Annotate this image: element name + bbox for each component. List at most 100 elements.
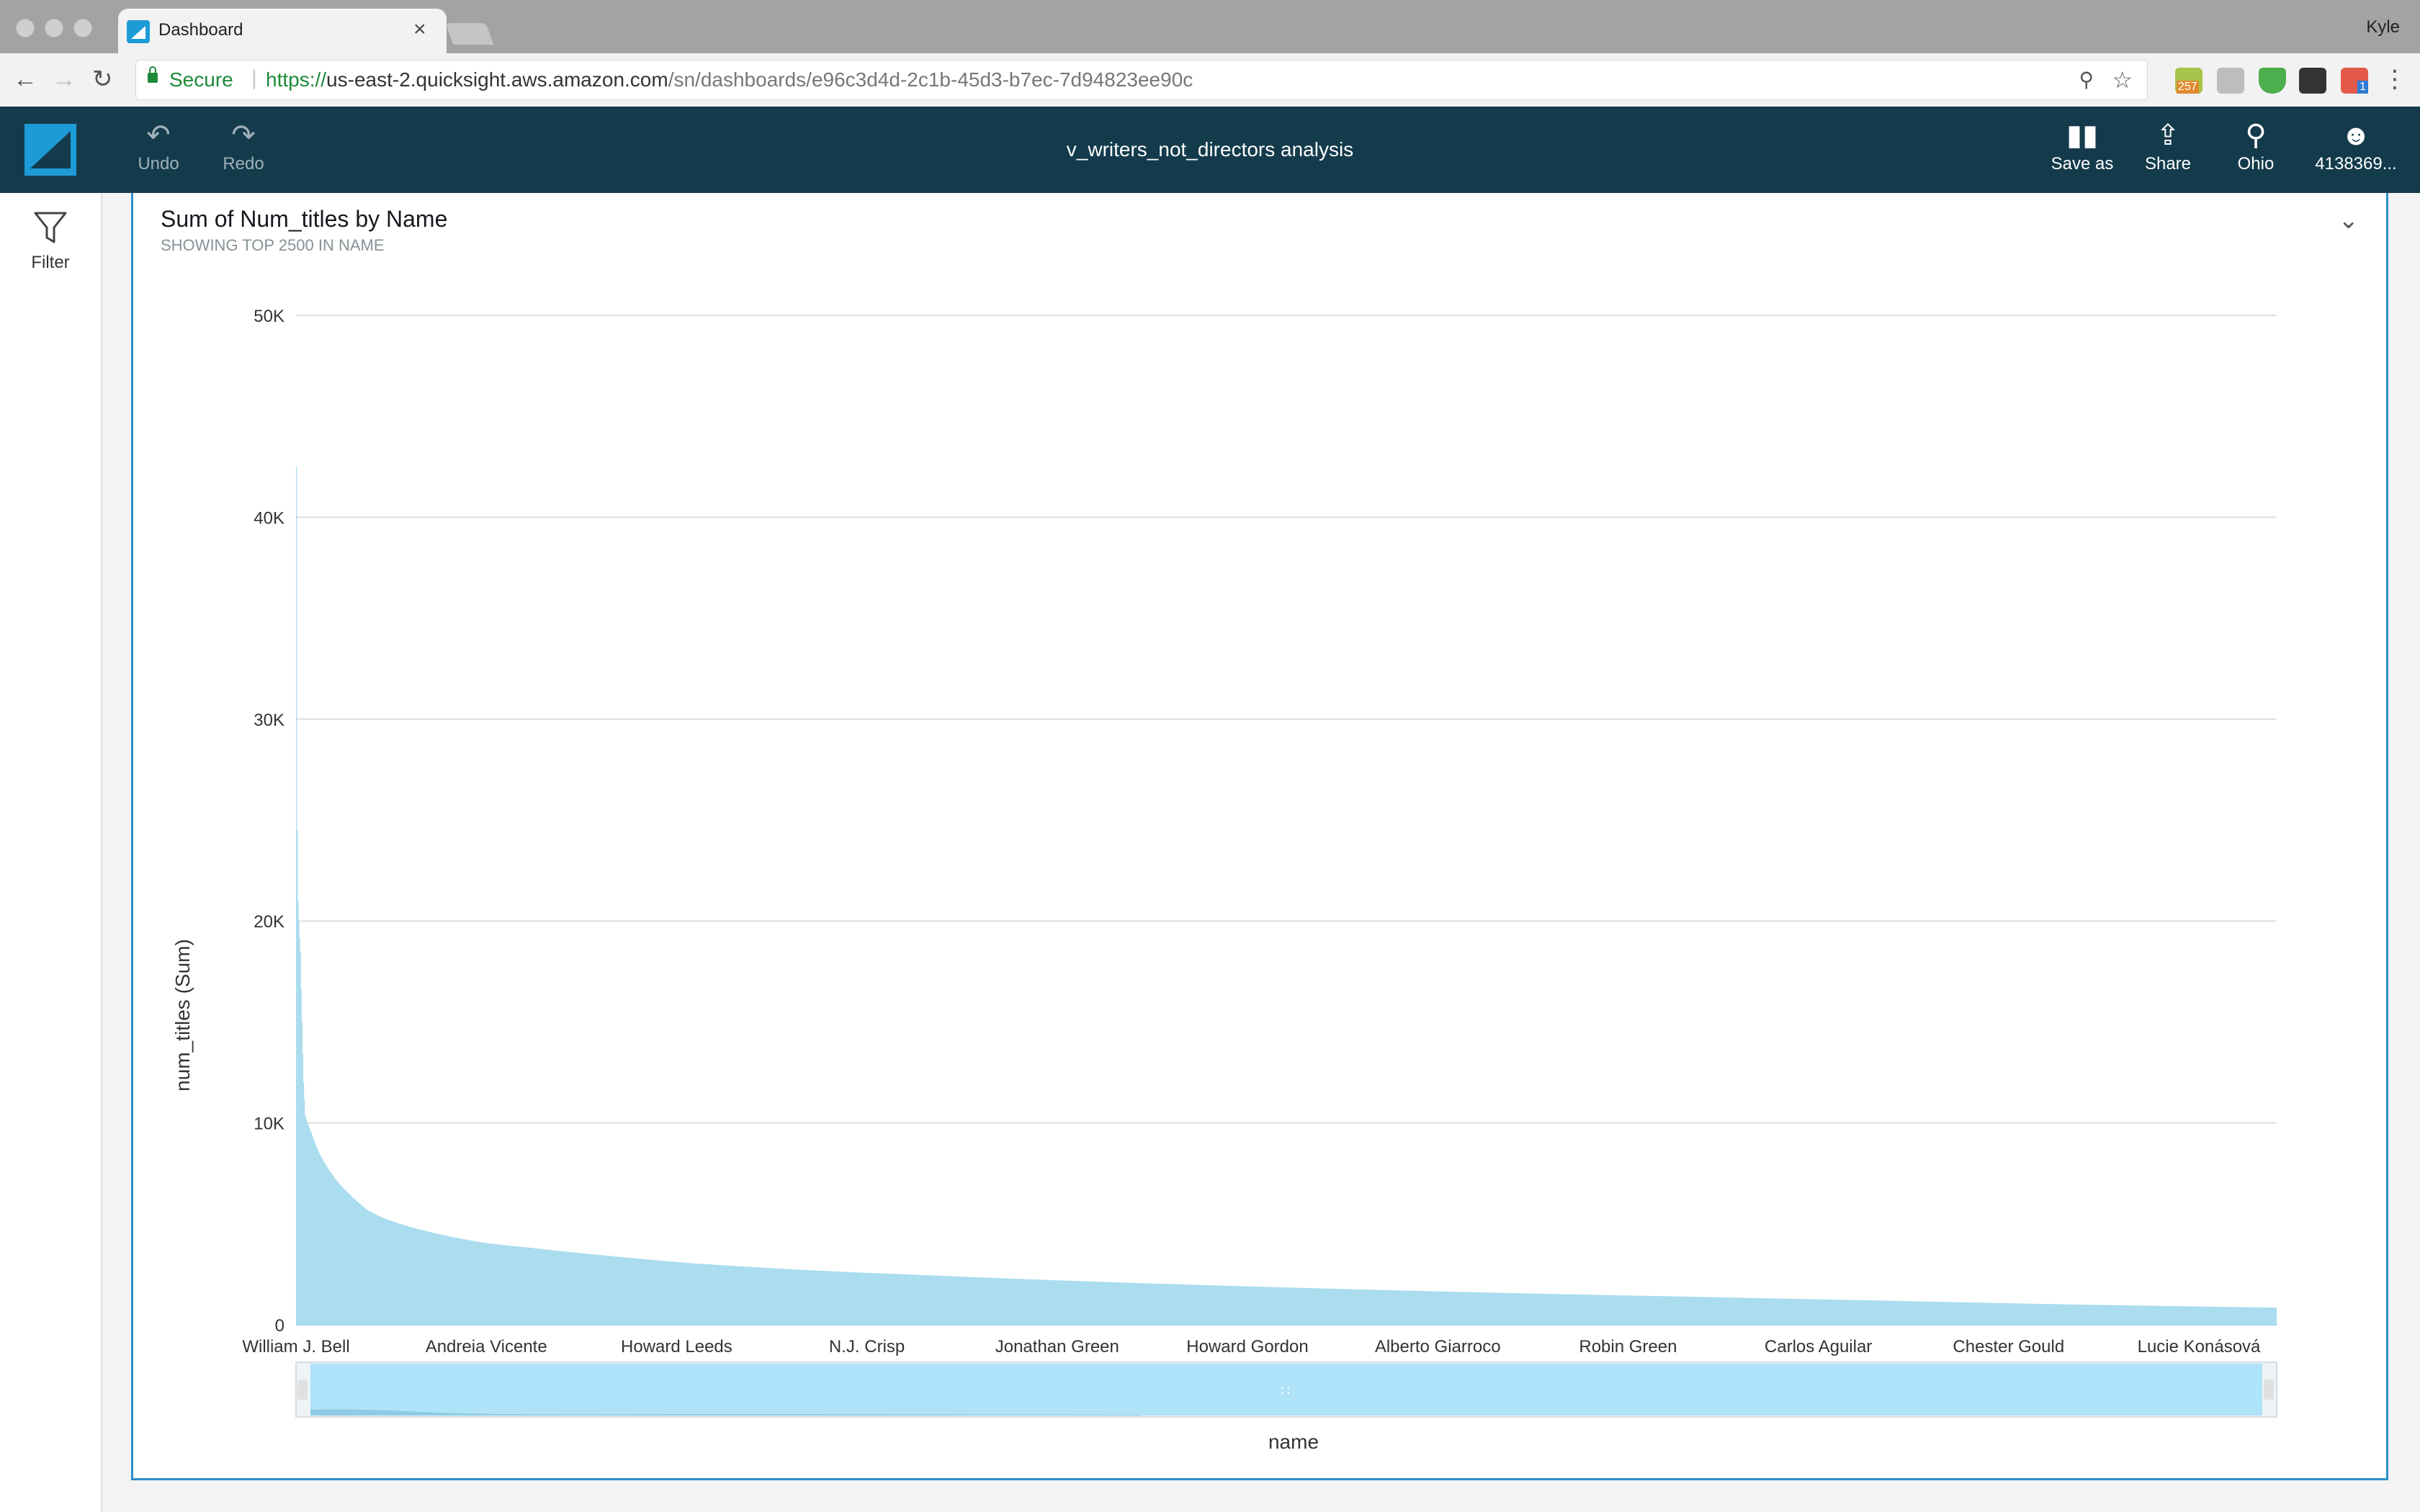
bar[interactable] [1763, 1298, 1765, 1325]
bar[interactable] [1511, 1292, 1512, 1325]
bar[interactable] [1678, 1296, 1680, 1325]
bar[interactable] [1231, 1285, 1232, 1325]
bar[interactable] [2202, 1306, 2204, 1325]
bar[interactable] [527, 1247, 529, 1325]
bar[interactable] [2092, 1305, 2093, 1325]
bar[interactable] [368, 1210, 369, 1325]
bar[interactable] [1379, 1290, 1381, 1325]
bar[interactable] [1630, 1295, 1631, 1325]
bar[interactable] [1824, 1299, 1826, 1325]
bar[interactable] [923, 1275, 925, 1325]
bar[interactable] [501, 1244, 503, 1325]
bar[interactable] [1332, 1288, 1335, 1325]
bar[interactable] [701, 1264, 702, 1325]
bar[interactable] [1098, 1282, 1100, 1325]
bar[interactable] [2110, 1305, 2112, 1325]
bar[interactable] [711, 1264, 712, 1325]
bar[interactable] [1122, 1282, 1124, 1325]
bar[interactable] [548, 1249, 550, 1325]
bar[interactable] [1206, 1284, 1208, 1325]
bar[interactable] [712, 1264, 714, 1325]
bar[interactable] [1467, 1292, 1469, 1325]
bar[interactable] [942, 1276, 944, 1325]
bar[interactable] [444, 1235, 445, 1325]
bar[interactable] [1276, 1287, 1278, 1325]
bar[interactable] [931, 1275, 933, 1325]
bar[interactable] [978, 1277, 980, 1325]
bar[interactable] [1933, 1301, 1935, 1325]
bar[interactable] [1029, 1279, 1031, 1325]
bookmark-star-icon[interactable]: ☆ [2112, 67, 2133, 93]
bar[interactable] [1126, 1282, 1128, 1325]
bar[interactable] [1762, 1298, 1764, 1325]
bar[interactable] [1089, 1281, 1090, 1325]
bar[interactable] [1199, 1284, 1201, 1325]
bar[interactable] [2022, 1303, 2024, 1325]
bar[interactable] [1161, 1284, 1162, 1325]
bar[interactable] [2195, 1306, 2197, 1325]
bar[interactable] [1925, 1301, 1927, 1325]
bar[interactable] [1523, 1293, 1525, 1325]
bar[interactable] [879, 1273, 881, 1325]
bar[interactable] [1063, 1280, 1065, 1325]
bar[interactable] [996, 1278, 998, 1325]
bar[interactable] [1237, 1286, 1239, 1325]
bar[interactable] [776, 1268, 778, 1325]
bar[interactable] [668, 1261, 670, 1325]
bar[interactable] [1596, 1295, 1597, 1325]
bar[interactable] [769, 1268, 771, 1325]
bar[interactable] [1005, 1278, 1007, 1325]
bar[interactable] [362, 1206, 364, 1325]
bar[interactable] [357, 1202, 358, 1325]
bar[interactable] [1538, 1293, 1541, 1325]
bar[interactable] [1058, 1280, 1059, 1325]
bar[interactable] [1512, 1293, 1513, 1325]
bar[interactable] [579, 1253, 581, 1325]
bar[interactable] [745, 1266, 746, 1325]
browser-menu-icon[interactable]: ⋮ [2383, 66, 2407, 93]
bar[interactable] [1412, 1290, 1414, 1325]
bar[interactable] [2031, 1303, 2033, 1325]
bar[interactable] [1748, 1297, 1749, 1325]
bar[interactable] [1318, 1288, 1319, 1325]
bar[interactable] [1936, 1302, 1937, 1325]
bar[interactable] [1905, 1301, 1906, 1325]
bar[interactable] [1394, 1290, 1395, 1325]
bar[interactable] [1948, 1302, 1950, 1325]
bar[interactable] [1904, 1301, 1906, 1325]
bar[interactable] [1257, 1287, 1258, 1325]
bar[interactable] [522, 1247, 524, 1325]
bar[interactable] [669, 1261, 671, 1325]
bar[interactable] [1796, 1299, 1798, 1325]
bar[interactable] [1117, 1282, 1119, 1325]
bar[interactable] [514, 1246, 515, 1325]
bar[interactable] [1924, 1301, 1926, 1325]
bar[interactable] [1443, 1291, 1446, 1325]
bar[interactable] [2200, 1306, 2202, 1325]
bar[interactable] [623, 1257, 624, 1325]
bar[interactable] [2061, 1304, 2063, 1325]
bar[interactable] [2220, 1307, 2222, 1325]
bar[interactable] [936, 1275, 938, 1325]
bar[interactable] [2092, 1305, 2094, 1325]
bar[interactable] [2073, 1304, 2074, 1325]
bar[interactable] [349, 1194, 351, 1325]
bar[interactable] [391, 1220, 393, 1325]
bar[interactable] [985, 1277, 987, 1325]
bar[interactable] [625, 1257, 627, 1325]
bar[interactable] [1835, 1300, 1837, 1325]
bar[interactable] [1843, 1300, 1845, 1325]
bar[interactable] [2012, 1303, 2013, 1325]
bar[interactable] [678, 1262, 680, 1325]
bar[interactable] [1615, 1295, 1617, 1325]
bar[interactable] [790, 1269, 792, 1325]
bar[interactable] [333, 1177, 336, 1325]
bar[interactable] [1035, 1279, 1036, 1325]
bar[interactable] [982, 1277, 984, 1325]
bar[interactable] [2198, 1306, 2200, 1325]
bar[interactable] [1791, 1298, 1793, 1325]
bar[interactable] [1572, 1294, 1574, 1325]
bar[interactable] [1652, 1295, 1654, 1325]
bar[interactable] [974, 1277, 975, 1325]
bar[interactable] [400, 1224, 402, 1325]
